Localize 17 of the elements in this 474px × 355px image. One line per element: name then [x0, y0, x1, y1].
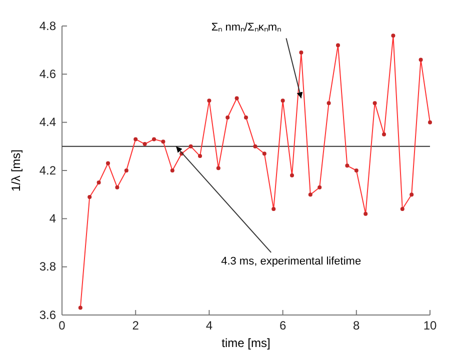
- x-tick-label: 0: [58, 318, 66, 333]
- y-axis-title: 1/λ [ms]: [9, 149, 23, 192]
- y-tick-label: 4: [49, 212, 56, 226]
- x-tick-label: 8: [353, 318, 360, 333]
- y-tick-label: 4.2: [39, 163, 56, 178]
- y-tick-label: 3.8: [39, 260, 56, 274]
- x-axis-title: time [ms]: [222, 336, 270, 350]
- y-tick-label: 4.8: [39, 18, 56, 33]
- annotation: 4.3 ms, experimental lifetime: [221, 255, 362, 268]
- x-tick-label: 2: [132, 318, 140, 333]
- y-tick-label: 4.4: [39, 115, 56, 130]
- x-tick-label: 6: [279, 318, 286, 333]
- y-tick-label: 4.6: [39, 67, 56, 82]
- annotation: Σₙ nmₙ/Σₙκₙmₙ: [211, 21, 282, 34]
- x-tick-label: 10: [423, 318, 437, 333]
- y-tick-label: 3.6: [39, 308, 56, 322]
- x-tick-label: 4: [206, 318, 213, 333]
